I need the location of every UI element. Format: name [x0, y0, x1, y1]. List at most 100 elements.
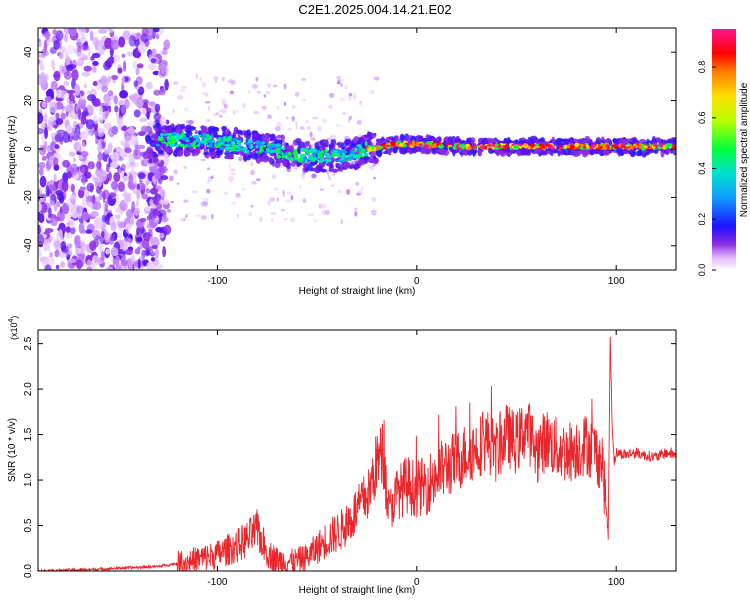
spectrogram-noise-blob [59, 136, 64, 145]
spectrogram-ridge-blob [308, 165, 314, 172]
spectrogram-noise-blob [155, 203, 163, 210]
spectrogram-noise-blob [355, 193, 362, 196]
spectrogram-noise-blob [86, 266, 92, 270]
spectrogram-noise-blob [350, 161, 356, 164]
spectrogram-noise-blob [311, 173, 316, 179]
spectrogram-noise-blob [87, 94, 96, 102]
spectrogram-noise-blob [168, 175, 174, 182]
spectrogram-noise-blob [159, 189, 166, 199]
spectrogram-noise-blob [38, 112, 44, 125]
spectrogram-ridge-blob [540, 137, 545, 142]
spectrogram-noise-blob [348, 95, 352, 101]
spectrogram-noise-blob [287, 127, 292, 131]
spectrogram-ridge-core [225, 138, 228, 142]
spectrogram-ridge-blob [157, 149, 164, 155]
colorbar-label: Normalized spectral amplitude [739, 82, 750, 217]
spectrogram-ridge-core [167, 140, 173, 145]
spectrogram-x-label: Height of straight line (km) [299, 286, 416, 297]
spectrogram-ridge-core [158, 135, 161, 140]
spectrogram-ridge-blob [422, 148, 427, 154]
spectrogram-ridge-blob [509, 139, 513, 144]
spectrogram-noise-blob [139, 217, 147, 223]
spectrogram-noise-blob [56, 201, 60, 208]
spectrogram-noise-blob [97, 152, 104, 161]
spectrogram-ridge-core [341, 154, 347, 157]
spectrogram-noise-blob [98, 170, 108, 182]
spectrogram-noise-blob [285, 199, 292, 203]
spectrogram-noise-blob [136, 227, 140, 236]
spectrogram-ridge-core [318, 155, 322, 159]
spectrogram-ridge-core [255, 150, 259, 154]
spectrogram-ridge-core [185, 139, 190, 142]
spectrogram-noise-blob [74, 83, 81, 96]
spectrogram-noise-blob [215, 111, 220, 116]
spectrogram-ridge-blob [540, 151, 547, 156]
spectrogram-ridge-blob [303, 168, 309, 172]
spectrogram-noise-blob [141, 193, 148, 200]
spectrogram-noise-blob [103, 60, 111, 71]
spectrogram-noise-blob [121, 125, 128, 132]
spectrogram-noise-blob [153, 259, 161, 270]
snr-y-scale: (x104) [8, 316, 19, 340]
spectrogram-ridge-core [625, 146, 631, 149]
spectrogram-noise-blob [125, 248, 133, 256]
spectrogram-noise-blob [50, 216, 58, 227]
spectrogram-noise-blob [65, 64, 74, 72]
spectrogram-ridge-core [371, 145, 374, 151]
spectrogram-noise-blob [183, 165, 188, 170]
spectrogram-ridge-core [217, 137, 221, 143]
spectrogram-noise-blob [291, 115, 295, 122]
spectrogram-ridge-core [299, 155, 302, 158]
spectrogram-ridge-blob [215, 149, 223, 157]
spectrogram-noise-blob [62, 202, 66, 214]
spectrogram-ridge-core [276, 155, 282, 159]
spectrogram-noise-blob [103, 122, 112, 129]
spectrogram-noise-blob [39, 58, 44, 69]
spectrogram-noise-blob [204, 100, 211, 104]
spectrogram-ridge-core [605, 144, 610, 148]
spectrogram-noise-blob [173, 169, 178, 175]
spectrogram-noise-blob [55, 118, 64, 125]
spectrogram-noise-blob [273, 187, 280, 191]
spectrogram-noise-blob [133, 80, 139, 87]
spectrogram-ridge-core [175, 133, 180, 138]
spectrogram-ridge-core [528, 147, 531, 150]
spectrogram-noise-blob [141, 249, 146, 261]
spectrogram-noise-blob [101, 85, 108, 93]
spectrogram-noise-blob [66, 243, 73, 249]
spectrogram-ridge-blob [277, 157, 281, 165]
spectrogram-noise-blob [160, 87, 166, 94]
spectrogram-noise-blob [105, 164, 110, 173]
spectrogram-ridge-blob [343, 162, 350, 169]
spectrogram-noise-blob [204, 92, 209, 97]
spectrogram-noise-blob [295, 123, 298, 130]
spectrogram-noise-blob [38, 224, 41, 235]
spectrogram-ridge-core [162, 133, 166, 136]
spectrogram-noise-blob [90, 210, 99, 217]
colorbar-tick-label: 0.2 [697, 213, 707, 226]
spectrogram-noise-blob [115, 213, 121, 220]
spectrogram-noise-blob [94, 217, 103, 229]
spectrogram-noise-blob [92, 61, 99, 66]
spectrogram-ridge-blob [447, 136, 453, 141]
spectrogram-noise-blob [80, 114, 87, 125]
spectrogram-noise-blob [55, 264, 60, 270]
spectrogram-noise-blob [81, 71, 91, 77]
spectrogram-noise-blob [113, 54, 117, 65]
spectrogram-ridge-blob [581, 150, 588, 158]
spectrogram-ridge-blob [337, 167, 341, 172]
spectrogram-ridge-blob [262, 153, 267, 158]
spectrogram-noise-blob [104, 201, 109, 213]
spectrogram-noise-blob [302, 198, 307, 204]
spectrogram-noise-blob [329, 136, 334, 139]
spectrogram-noise-blob [44, 30, 50, 41]
spectrogram-noise-blob [220, 97, 227, 102]
spectrogram-noise-blob [370, 209, 377, 216]
spectrogram-noise-blob [98, 242, 104, 254]
snr-y-scale-base: (x10 [9, 322, 19, 340]
spectrogram-noise-blob [159, 232, 165, 239]
spectrogram-ridge-core [189, 135, 193, 138]
spectrogram-noise-blob [43, 127, 49, 140]
spectrogram-noise-blob [137, 258, 141, 270]
spectrogram-ridge-blob [552, 150, 559, 154]
